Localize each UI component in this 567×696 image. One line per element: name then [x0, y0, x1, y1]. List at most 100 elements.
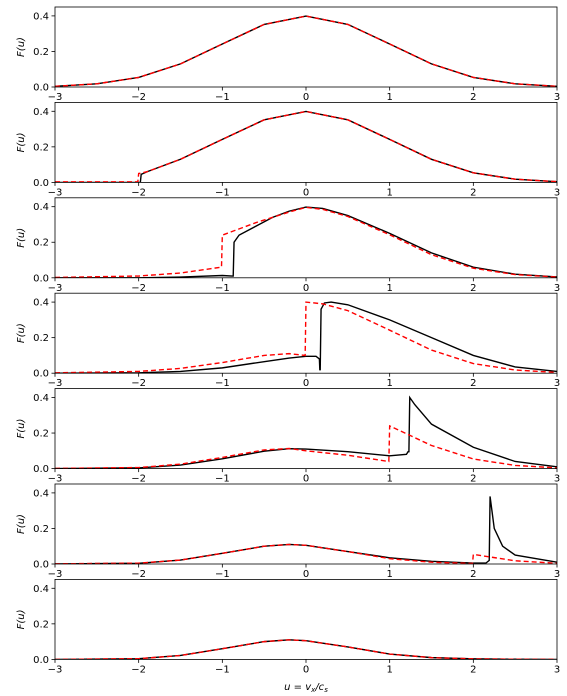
- x-tick-label: −3: [48, 378, 63, 389]
- dashed-curve: [55, 301, 557, 374]
- x-tick-label: 3: [554, 187, 560, 198]
- panel-4: −3 −2 −1 0 1 2 3 0.0 0.2 0.4 F(u): [16, 292, 560, 389]
- x-tick-label: 1: [386, 569, 392, 580]
- x-tick-label: 2: [470, 569, 476, 580]
- y-tick-label: 0.4: [33, 298, 49, 309]
- x-tick-label: 1: [386, 664, 392, 675]
- panel-curves: [55, 15, 557, 87]
- solid-curve: [55, 301, 557, 374]
- x-tick-label: 0: [303, 664, 309, 675]
- x-tick-label: 3: [554, 474, 560, 485]
- x-tick-label: −1: [215, 283, 230, 294]
- dashed-curve: [55, 110, 557, 183]
- x-tick-label: −3: [48, 283, 63, 294]
- panel-curves: [55, 206, 557, 278]
- dashed-curve: [55, 424, 557, 469]
- y-tick-label: 0.2: [33, 238, 49, 249]
- x-tick-label: 2: [470, 474, 476, 485]
- x-tick-label: −2: [131, 187, 146, 198]
- x-tick-label: −3: [48, 569, 63, 580]
- y-axis-label: F(u): [16, 228, 27, 248]
- x-tick-label: 2: [470, 378, 476, 389]
- x-tick-label: −1: [215, 569, 230, 580]
- x-tick-label: 1: [386, 474, 392, 485]
- x-tick-label: 2: [470, 92, 476, 103]
- dashed-curve: [55, 639, 557, 660]
- solid-curve: [55, 110, 557, 183]
- panel-5: −3 −2 −1 0 1 2 3 0.0 0.2 0.4 F(u): [16, 388, 560, 485]
- panel-curves: [55, 301, 557, 374]
- y-tick-label: 0.2: [33, 333, 49, 344]
- y-axis-label: F(u): [16, 419, 27, 439]
- x-tick-label: −3: [48, 664, 63, 675]
- panel-curves: [55, 110, 557, 183]
- y-axis-label: F(u): [16, 132, 27, 152]
- dashed-curve: [55, 543, 557, 564]
- panel-1: −3 −2 −1 0 1 2 3 0.0 0.2 0.4 F(u): [16, 6, 560, 103]
- x-tick-label: 0: [303, 283, 309, 294]
- y-tick-label: 0.0: [33, 83, 49, 94]
- y-tick-label: 0.2: [33, 429, 49, 440]
- y-tick-label: 0.0: [33, 178, 49, 189]
- x-tick-label: −2: [131, 569, 146, 580]
- y-axis-label: F(u): [16, 609, 27, 629]
- y-tick-label: 0.2: [33, 524, 49, 535]
- dashed-curve: [55, 15, 557, 87]
- x-tick-label: −2: [131, 378, 146, 389]
- panel-curves: [55, 496, 557, 564]
- y-tick-label: 0.4: [33, 202, 49, 213]
- y-tick-label: 0.4: [33, 584, 49, 595]
- y-axis-label: F(u): [16, 37, 27, 57]
- solid-curve: [55, 496, 557, 564]
- solid-curve: [55, 206, 557, 278]
- y-tick-label: 0.2: [33, 142, 49, 153]
- x-tick-label: 1: [386, 378, 392, 389]
- x-tick-label: 3: [554, 569, 560, 580]
- y-tick-label: 0.2: [33, 47, 49, 58]
- x-tick-label: 0: [303, 474, 309, 485]
- x-tick-label: 1: [386, 92, 392, 103]
- x-tick-label: −1: [215, 378, 230, 389]
- solid-curve: [55, 639, 557, 660]
- x-tick-label: 3: [554, 283, 560, 294]
- x-tick-label: 3: [554, 92, 560, 103]
- panel-frame: [54, 483, 558, 565]
- x-tick-label: −2: [131, 92, 146, 103]
- y-tick-label: 0.4: [33, 11, 49, 22]
- x-tick-label: 1: [386, 187, 392, 198]
- x-tick-label: 3: [554, 378, 560, 389]
- y-tick-label: 0.4: [33, 488, 49, 499]
- panel-7: −3 −2 −1 0 1 2 3 0.0 0.2 0.4 F(u): [16, 579, 560, 675]
- dashed-curve: [55, 206, 557, 278]
- chart-panels: −3 −2 −1 0 1 2 3 0.0 0.2 0.4 F(u) −3 −2 −1 0 1 2 3 0.0 0.2 0…: [16, 6, 560, 675]
- y-tick-label: 0.4: [33, 393, 49, 404]
- solid-curve: [55, 15, 557, 87]
- y-tick-label: 0.4: [33, 107, 49, 118]
- y-tick-label: 0.0: [33, 560, 49, 571]
- x-tick-label: −1: [215, 474, 230, 485]
- x-tick-label: 1: [386, 283, 392, 294]
- panel-frame: [54, 6, 558, 88]
- x-tick-label: −3: [48, 92, 63, 103]
- x-tick-label: 0: [303, 187, 309, 198]
- x-tick-label: −2: [131, 664, 146, 675]
- panel-2: −3 −2 −1 0 1 2 3 0.0 0.2 0.4 F(u): [16, 102, 560, 198]
- solid-curve: [55, 395, 557, 469]
- x-tick-label: −3: [48, 474, 63, 485]
- panel-6: −3 −2 −1 0 1 2 3 0.0 0.2 0.4 F(u): [16, 483, 560, 580]
- x-tick-label: 2: [470, 283, 476, 294]
- panel-frame: [54, 102, 558, 183]
- panel-3: −3 −2 −1 0 1 2 3 0.0 0.2 0.4 F(u): [16, 197, 560, 294]
- y-tick-label: 0.0: [33, 369, 49, 380]
- y-axis-label: F(u): [16, 323, 27, 343]
- panel-frame: [54, 197, 558, 279]
- panel-curves: [55, 395, 557, 469]
- panel-frame: [54, 292, 558, 374]
- x-tick-label: −2: [131, 283, 146, 294]
- y-axis-label: F(u): [16, 514, 27, 534]
- x-tick-label: 0: [303, 92, 309, 103]
- panel-frame: [54, 388, 558, 470]
- x-tick-label: 2: [470, 664, 476, 675]
- x-tick-label: −1: [215, 92, 230, 103]
